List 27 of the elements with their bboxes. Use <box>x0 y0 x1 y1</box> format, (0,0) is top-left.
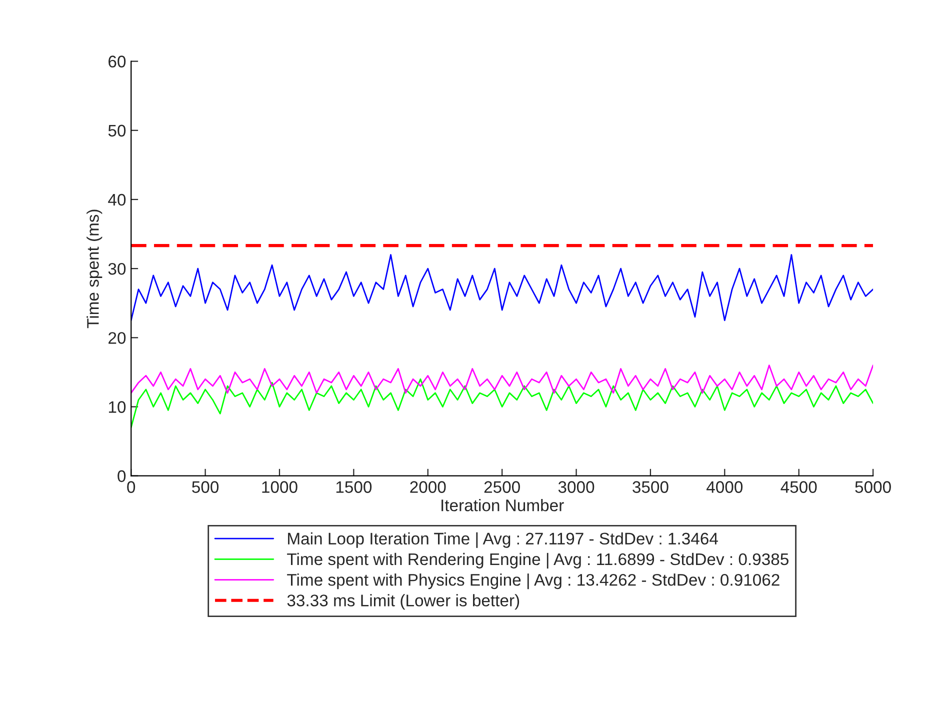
x-axis-title: Iteration Number <box>442 499 564 512</box>
x-tick-label: 4500 <box>780 481 817 493</box>
legend-label: Time spent with Rendering Engine | Avg : 11.6899 - StdDev : 0.9385 <box>287 552 788 569</box>
legend-label: Main Loop Iteration Time | Avg : 27.1197 - StdDev : 1.3464 <box>288 532 718 548</box>
legend-label: 33.33 ms Limit (Lower is better) <box>287 594 520 610</box>
y-tick-label: 40 <box>108 194 126 206</box>
x-tick-label: 500 <box>192 481 219 493</box>
x-tick-label: 1000 <box>262 481 298 493</box>
legend-label: Time spent with Physics Engine | Avg : 13.4262 - StdDev : 0.91062 <box>287 574 780 590</box>
x-tick-label: 4000 <box>706 481 743 493</box>
x-tick-label: 2500 <box>484 481 520 493</box>
y-tick-label: 20 <box>108 332 126 344</box>
y-tick-label: 10 <box>108 401 126 413</box>
x-tick-label: 3500 <box>632 481 668 493</box>
x-tick-label: 1500 <box>336 481 372 493</box>
x-tick-label: 0 <box>127 481 136 493</box>
y-tick-label: 50 <box>108 124 126 137</box>
line-series <box>131 254 874 322</box>
y-tick-label: 60 <box>108 56 126 68</box>
line-series <box>131 378 874 428</box>
y-axis-title: Time spent (ms) <box>86 210 102 328</box>
line-series <box>131 364 874 394</box>
x-tick-label: 2000 <box>410 481 446 493</box>
x-tick-label: 5000 <box>855 481 891 493</box>
x-tick-label: 3000 <box>558 481 594 493</box>
y-tick-label: 30 <box>108 262 126 275</box>
y-tick-label: 0 <box>118 470 126 482</box>
